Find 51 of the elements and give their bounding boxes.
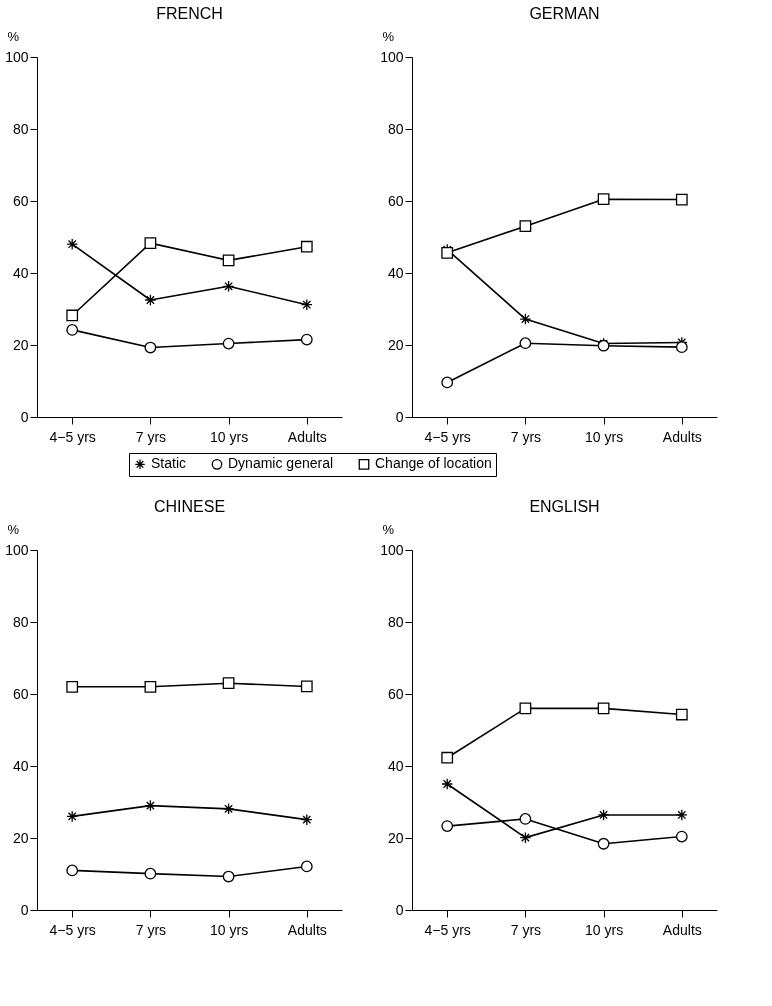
- y-tick-label: 80: [387, 613, 404, 630]
- y-tick-label: 0: [395, 408, 404, 425]
- y-axis-title: %: [382, 28, 395, 44]
- chart-title: CHINESE: [153, 498, 226, 515]
- y-tick-label: 20: [387, 829, 404, 846]
- y-tick-label: 100: [5, 48, 29, 65]
- y-tick-label: 40: [387, 264, 404, 281]
- x-tick-label: 4−5 yrs: [424, 921, 471, 938]
- x-tick-label: 4−5 yrs: [49, 428, 96, 445]
- y-tick-label: 0: [395, 901, 404, 918]
- y-tick-label: 60: [387, 192, 404, 209]
- x-tick-label: 7 yrs: [510, 921, 542, 938]
- y-tick-label: 80: [387, 120, 404, 137]
- x-tick-label: Adults: [287, 921, 327, 938]
- chart-title: GERMAN: [529, 5, 600, 22]
- chart-title: FRENCH: [156, 5, 223, 22]
- x-tick-label: 10 yrs: [585, 428, 624, 445]
- x-tick-label: Adults: [662, 921, 702, 938]
- y-tick-label: 40: [387, 757, 404, 774]
- y-tick-label: 80: [12, 613, 29, 630]
- y-tick-label: 0: [20, 901, 29, 918]
- y-tick-label: 20: [12, 336, 29, 353]
- y-tick-label: 60: [12, 685, 29, 702]
- y-tick-label: 0: [20, 408, 29, 425]
- y-tick-label: 100: [380, 541, 404, 558]
- chart-title: ENGLISH: [529, 498, 600, 515]
- x-tick-label: 7 yrs: [135, 428, 167, 445]
- y-tick-label: 40: [12, 264, 29, 281]
- x-tick-label: 4−5 yrs: [49, 921, 96, 938]
- x-tick-label: Adults: [662, 428, 702, 445]
- y-tick-label: 40: [12, 757, 29, 774]
- y-axis-title: %: [7, 521, 20, 537]
- y-tick-label: 80: [12, 120, 29, 137]
- x-tick-label: 10 yrs: [210, 921, 249, 938]
- x-tick-label: 7 yrs: [135, 921, 167, 938]
- y-axis-title: %: [7, 28, 20, 44]
- y-tick-label: 20: [12, 829, 29, 846]
- y-tick-label: 20: [387, 336, 404, 353]
- x-tick-label: 10 yrs: [210, 428, 249, 445]
- y-tick-label: 100: [5, 541, 29, 558]
- y-tick-label: 60: [12, 192, 29, 209]
- x-tick-label: 4−5 yrs: [424, 428, 471, 445]
- y-tick-label: 100: [380, 48, 404, 65]
- y-tick-label: 60: [387, 685, 404, 702]
- x-tick-label: Adults: [287, 428, 327, 445]
- legend-label: Dynamic general: [228, 455, 334, 472]
- x-tick-label: 7 yrs: [510, 428, 542, 445]
- legend-label: Static: [151, 455, 187, 472]
- x-tick-label: 10 yrs: [585, 921, 624, 938]
- legend-label: Change of location: [375, 455, 492, 472]
- y-axis-title: %: [382, 521, 395, 537]
